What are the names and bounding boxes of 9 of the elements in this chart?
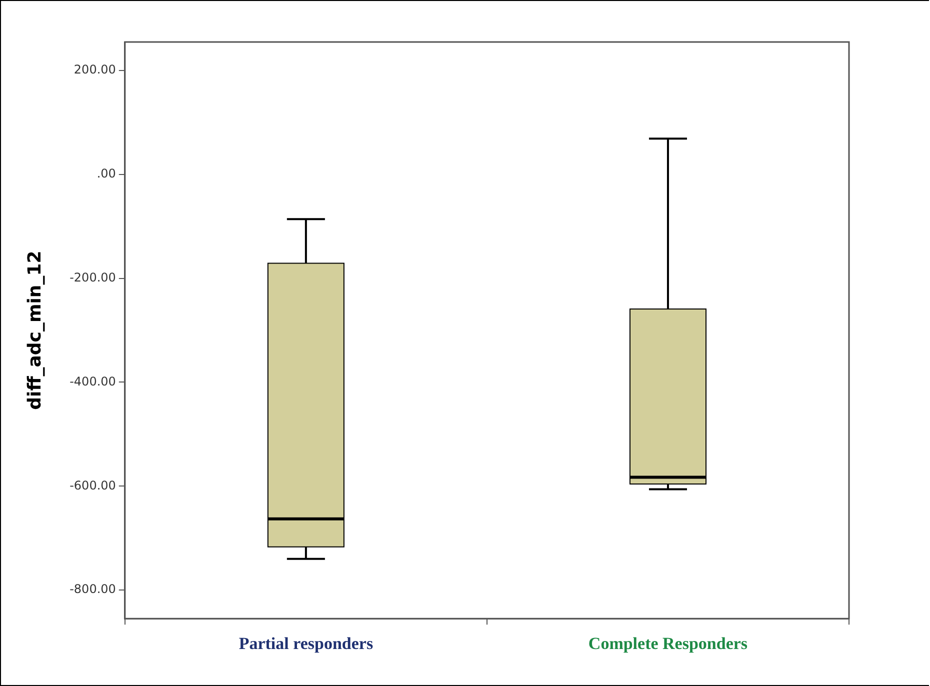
y-axis-title: diff_adc_min_12 [24, 250, 46, 410]
y-tick-label: -400.00 [70, 374, 116, 388]
y-tick-label: -800.00 [70, 582, 116, 596]
x-tick-label: Complete Responders [588, 634, 748, 654]
y-tick-label: -600.00 [70, 478, 116, 492]
y-tick-label: 200.00 [74, 62, 116, 77]
y-tick-label: -200.00 [70, 270, 116, 284]
x-tick-label: Partial responders [238, 634, 374, 654]
y-tick-label: .00 [96, 166, 116, 181]
